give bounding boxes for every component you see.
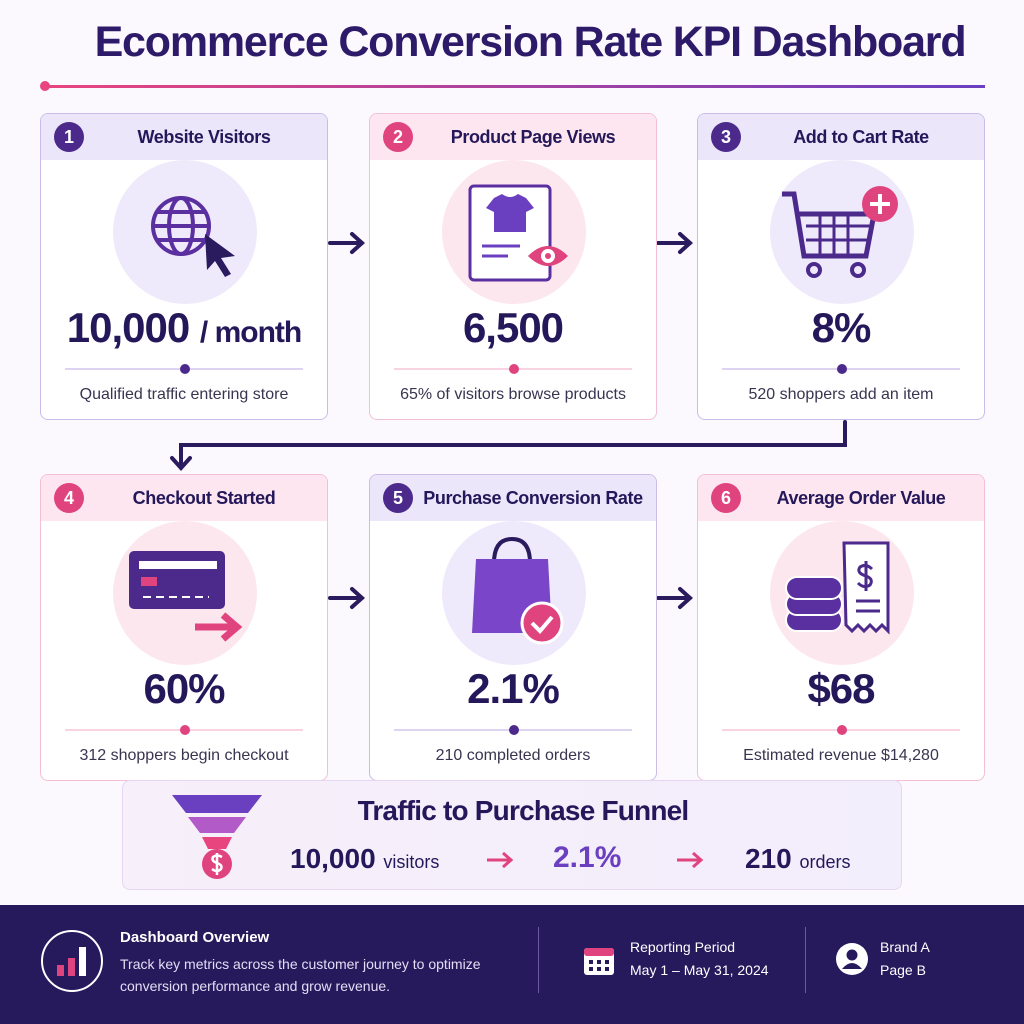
period-title: Reporting Period [630,939,736,955]
connectors [170,232,847,609]
card-title: Product Page Views [450,127,616,147]
kpi-value: 10,000 / month [41,304,327,352]
funnel-visitors-label: visitors [383,852,440,872]
kpi-card: 2 Product Page Views 6,500 65% of visitors … [369,113,657,420]
kpi-caption: 520 shoppers add an item [748,386,934,403]
card-header [370,114,656,160]
funnel-orders-value: 210 [745,843,792,874]
kpi-card: 5 Purchase Conversion Rate 2.1% 210 complet… [369,474,657,781]
card-header [698,114,984,160]
value-rule-dot [837,364,847,374]
card-icon [442,160,586,304]
step-number: 1 [54,122,84,152]
kpi-card: 1 Website Visitors 10,000 / month Qualified… [40,113,328,420]
kpi-value-number: 2.1% [467,665,560,712]
funnel-icon [172,795,262,879]
kpi-caption: Qualified traffic entering store [79,386,289,403]
step-number: 5 [383,483,413,513]
card-header [698,475,984,521]
kpi-value: 8% [698,304,984,352]
footer-divider [538,927,539,993]
overview-icon [41,930,103,992]
kpi-value: 60% [41,665,327,713]
page-label: Page B [880,962,926,978]
card-icon [770,160,914,304]
kpi-card: 4 Checkout Started 60% 312 shoppers begin c… [40,474,328,781]
step-number: 2 [383,122,413,152]
title-rule-dot [40,81,50,91]
card-header [41,114,327,160]
card-title: Add to Cart Rate [793,127,929,147]
card-title: Checkout Started [132,488,276,508]
card-icon [442,521,586,665]
kpi-value: 6,500 [370,304,656,352]
kpi-card: 6 Average Order Value $68 Estimated revenue… [697,474,985,781]
value-rule-dot [180,364,190,374]
value-rule-dot [509,364,519,374]
funnel-rate: 2.1% [553,841,622,874]
kpi-value-number: 60% [143,665,225,712]
step-number: 4 [54,483,84,513]
kpi-caption: 210 completed orders [435,747,591,764]
step-number: 6 [711,483,741,513]
kpi-caption: Estimated revenue $14,280 [743,747,939,764]
kpi-caption: 312 shoppers begin checkout [79,747,289,764]
funnel-visitors-value: 10,000 [290,843,376,874]
page-title: Ecommerce Conversion Rate KPI Dashboard [94,18,967,66]
kpi-value: $68 [698,665,984,713]
funnel-visitors: 10,000 visitors [290,843,439,875]
card-title: Website Visitors [137,127,271,147]
kpi-value: 2.1% [370,665,656,713]
funnel-title: Traffic to Purchase Funnel [357,795,690,826]
card-title: Average Order Value [776,488,946,508]
kpi-value-number: $68 [807,665,875,712]
funnel-orders: 210 orders [745,843,851,875]
overview-text: Track key metrics across the customer jo… [120,956,481,994]
card-header [370,475,656,521]
kpi-caption: 65% of visitors browse products [400,386,626,403]
overview-title: Dashboard Overview [120,929,270,946]
kpi-card: 3 Add to Cart Rate 8% 520 shoppers add an i… [697,113,985,420]
card-icon [113,160,257,304]
step-number: 3 [711,122,741,152]
value-rule-dot [837,725,847,735]
kpi-value-number: 6,500 [462,304,564,351]
brand: Brand A [880,939,930,955]
card-header [41,475,327,521]
card-icon [770,521,914,665]
profile-icon [836,943,868,975]
value-rule-dot [180,725,190,735]
card-title: Purchase Conversion Rate [423,488,643,508]
title-rule [45,85,985,88]
funnel-panel: Traffic to Purchase Funnel 10,000 visito… [122,780,902,890]
footer: Dashboard Overview Track key metrics acr… [0,905,1024,1024]
footer-divider [805,927,806,993]
funnel-arrow [487,851,514,869]
card-icon [113,521,257,665]
funnel-arrow [677,851,704,869]
kpi-unit: / month [199,316,302,349]
period-dates: May 1 – May 31, 2024 [630,962,769,978]
kpi-value-number: 8% [811,304,872,351]
kpi-value-number: 10,000 [66,304,190,351]
value-rule-dot [509,725,519,735]
calendar-icon [584,948,614,975]
funnel-orders-label: orders [799,852,851,872]
